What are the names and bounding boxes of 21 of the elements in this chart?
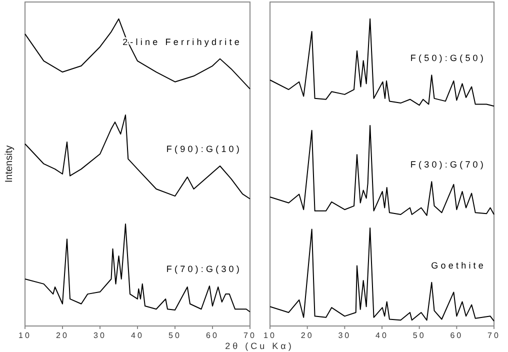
- x-tick-label: 70: [488, 331, 500, 340]
- y-axis-title: Intensity: [4, 145, 15, 183]
- text: F(50):G(50): [410, 53, 486, 64]
- x-tick-label: 60: [450, 331, 464, 340]
- x-tick-label: 10: [18, 331, 32, 340]
- text: F(30):G(70): [410, 160, 486, 170]
- x-tick-label: 50: [412, 331, 426, 340]
- x-tick-label: 70: [244, 331, 256, 340]
- x-tick-label: 20: [300, 331, 314, 340]
- x-tick-label: 40: [131, 331, 144, 340]
- text: F(90):G(10): [166, 144, 242, 154]
- series-label: Goethite: [431, 260, 486, 270]
- series-label: F(70):G(30): [166, 264, 242, 274]
- x-tick-label: 20: [56, 331, 69, 340]
- x-tick-label: 10: [264, 331, 276, 340]
- x-axis-title: 2θ (Cu Kα): [225, 341, 294, 351]
- x-tick-label: 50: [168, 331, 182, 340]
- x-tick-label: 30: [94, 331, 106, 340]
- x-tick-label: 60: [206, 331, 219, 340]
- x-tick-label: 40: [376, 331, 388, 340]
- x-tick-label: 30: [338, 331, 352, 340]
